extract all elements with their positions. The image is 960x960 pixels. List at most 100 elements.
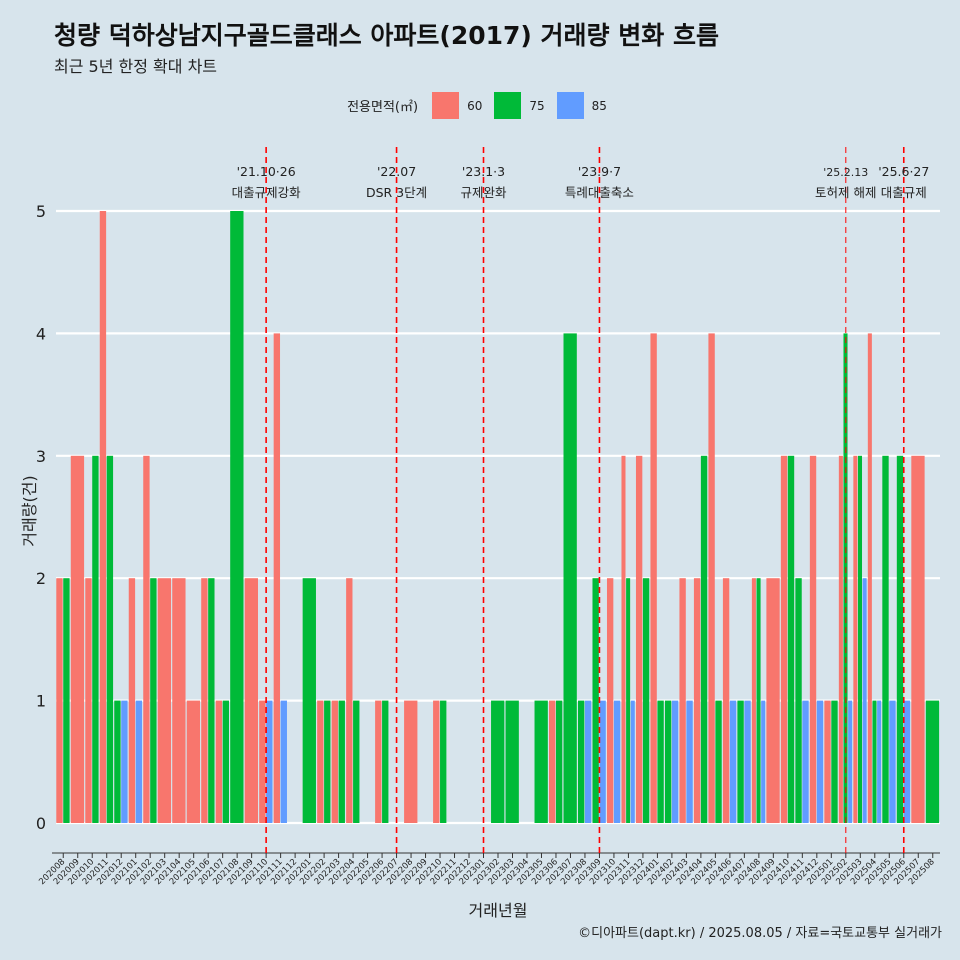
bar-60-202311 xyxy=(621,455,626,823)
event-label-date-202502: '25.2.13 xyxy=(823,166,868,179)
bar-85-202503 xyxy=(862,578,867,823)
bar-75-202107 xyxy=(222,700,230,823)
bar-85-202505 xyxy=(889,700,896,823)
bar-75-202309 xyxy=(592,578,599,823)
bar-75-202201 xyxy=(302,578,316,823)
bar-60-202503 xyxy=(853,455,858,823)
chart-title: 청량 덕하상남지구골드클래스 아파트(2017) 거래량 변화 흐름 xyxy=(54,21,719,50)
legend: 전용면적(㎡) 60 75 85 xyxy=(0,92,960,119)
bar-85-202411 xyxy=(802,700,809,823)
legend-label-60: 60 xyxy=(467,98,483,113)
bar-60-202101 xyxy=(128,578,136,823)
bar-85-202502 xyxy=(848,700,853,823)
bar-60-202203 xyxy=(331,700,338,823)
bar-75-202505 xyxy=(882,455,889,823)
y-tick-label-2: 2 xyxy=(36,569,46,588)
bar-75-202506 xyxy=(896,455,904,823)
bar-60-202405 xyxy=(708,333,715,823)
event-label-date-202301: '23.1·3 xyxy=(462,164,505,179)
event-label-text-202309: 특례대출축소 xyxy=(565,185,634,200)
bar-60-202208 xyxy=(404,700,418,823)
legend-item-60: 60 xyxy=(432,92,488,119)
bar-60-202008 xyxy=(56,578,63,823)
bar-75-202204 xyxy=(353,700,360,823)
bar-85-202311 xyxy=(630,700,635,823)
legend-swatch-85 xyxy=(556,92,584,119)
bar-85-202412 xyxy=(816,700,824,823)
bar-85-202402 xyxy=(671,700,679,823)
bar-75-202306 xyxy=(555,700,563,823)
bar-75-202302 xyxy=(491,700,505,823)
bar-75-202503 xyxy=(857,455,863,823)
bar-60-202312 xyxy=(635,455,643,823)
y-tick-label-0: 0 xyxy=(36,814,46,833)
bar-75-202501 xyxy=(831,700,838,823)
bar-60-202106 xyxy=(201,578,208,823)
bar-75-202401 xyxy=(657,700,664,823)
chart-subtitle: 최근 5년 한정 확대 차트 xyxy=(54,57,218,76)
bar-60-202110 xyxy=(259,700,266,823)
bar-60-202504 xyxy=(867,333,872,823)
bar-85-202111 xyxy=(280,700,287,823)
bar-60-202103 xyxy=(157,578,172,823)
legend-swatch-60 xyxy=(432,92,460,119)
bar-75-202312 xyxy=(642,578,650,823)
bar-75-202108 xyxy=(230,211,244,823)
bar-75-202311 xyxy=(626,578,631,823)
event-label-text-202207: DSR 3단계 xyxy=(366,185,427,200)
legend-label-75: 75 xyxy=(529,98,545,113)
event-label-date-202506: '25.6·27 xyxy=(878,164,929,179)
bar-60-202310 xyxy=(606,578,614,823)
x-axis-label: 거래년월 xyxy=(468,901,528,920)
bar-75-202008 xyxy=(63,578,70,823)
bar-60-202507 xyxy=(911,455,925,823)
bar-60-202306 xyxy=(549,700,556,823)
bar-60-202401 xyxy=(650,333,657,823)
legend-title: 전용면적(㎡) xyxy=(347,100,419,115)
event-label-text-202506: 대출규제 xyxy=(881,185,927,200)
bar-60-202109 xyxy=(244,578,258,823)
bar-85-202310 xyxy=(613,700,621,823)
bar-85-202408 xyxy=(761,700,766,823)
bar-60-202502 xyxy=(838,455,843,823)
bar-75-202102 xyxy=(150,578,157,823)
bar-60-202403 xyxy=(679,578,686,823)
bar-75-202508 xyxy=(925,700,940,823)
bar-60-202412 xyxy=(809,455,817,823)
bar-75-202203 xyxy=(338,700,345,823)
legend-swatch-75 xyxy=(494,92,522,119)
bar-60-202202 xyxy=(317,700,324,823)
bar-75-202402 xyxy=(664,700,672,823)
legend-item-75: 75 xyxy=(494,92,550,119)
bar-60-202104 xyxy=(172,578,186,823)
legend-label-85: 85 xyxy=(591,98,607,113)
bar-75-202307 xyxy=(563,333,577,823)
bar-75-202410 xyxy=(787,455,795,823)
y-tick-label-3: 3 xyxy=(36,447,46,466)
bar-75-202210 xyxy=(440,700,447,823)
bar-75-202504 xyxy=(872,700,877,823)
bar-75-202011 xyxy=(106,455,114,823)
event-label-date-202309: '23.9·7 xyxy=(578,164,621,179)
event-label-date-202110: '21.10·26 xyxy=(237,164,296,179)
bar-75-202411 xyxy=(795,578,802,823)
event-label-text-202110: 대출규제강화 xyxy=(232,185,302,200)
y-tick-label-4: 4 xyxy=(36,324,46,343)
bar-75-202010 xyxy=(92,455,99,823)
bar-60-202404 xyxy=(693,578,701,823)
bar-75-202202 xyxy=(324,700,331,823)
bar-75-202407 xyxy=(737,700,744,823)
bar-60-202102 xyxy=(143,455,150,823)
source-caption: ©디아파트(dapt.kr) / 2025.08.05 / 자료=국토교통부 실… xyxy=(578,926,942,941)
bar-60-202410 xyxy=(780,455,788,823)
event-label-text-202301: 규제완화 xyxy=(461,185,508,200)
event-label-text-202502: 토허제 해제 xyxy=(815,185,876,200)
bar-60-202009 xyxy=(70,455,85,823)
bar-85-202012 xyxy=(121,700,128,823)
bar-60-202409 xyxy=(766,578,780,823)
bar-75-202404 xyxy=(700,455,708,823)
bar-60-202408 xyxy=(751,578,756,823)
y-tick-label-5: 5 xyxy=(36,202,46,221)
bar-85-202110 xyxy=(266,700,273,823)
